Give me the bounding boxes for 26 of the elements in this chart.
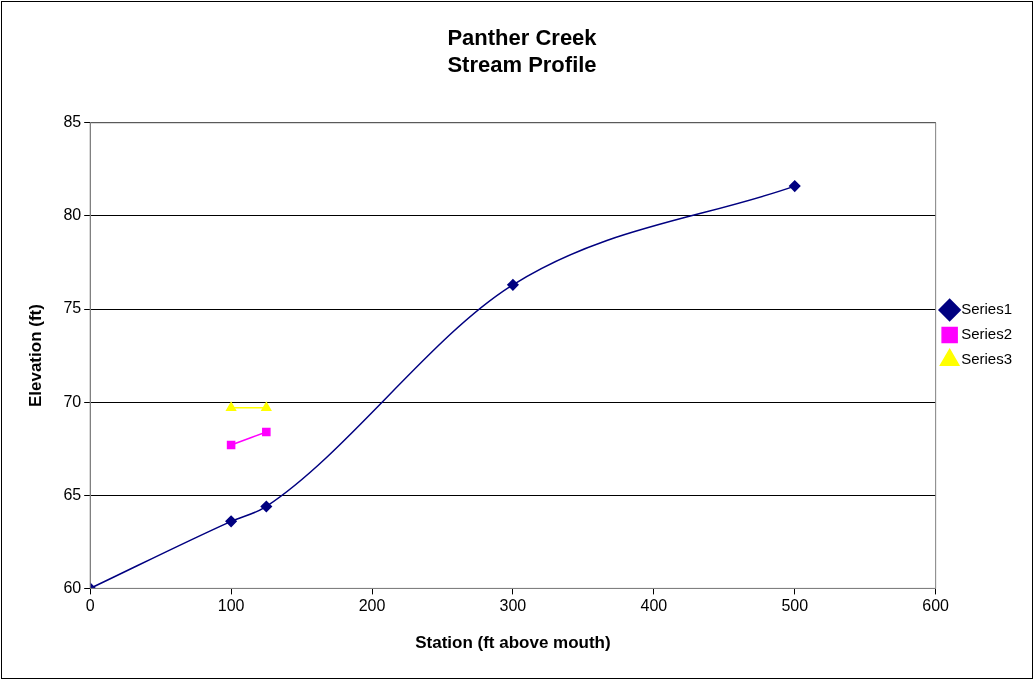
- y-tick-label: 75: [63, 299, 82, 317]
- x-axis-title: Station (ft above mouth): [415, 633, 611, 653]
- x-tick-label: 300: [499, 597, 527, 615]
- point: [226, 440, 236, 450]
- y-tick-label: 70: [63, 392, 82, 410]
- x-tick-label: 200: [358, 597, 386, 615]
- legend-label: Series2: [961, 325, 1012, 343]
- point: [260, 500, 273, 513]
- x-tick-label: 400: [640, 597, 668, 615]
- text: Panther Creek: [447, 25, 597, 51]
- legend-label: Series1: [961, 300, 1012, 318]
- x-tick-label: 500: [781, 597, 809, 615]
- point: [788, 180, 801, 192]
- y-tick-label: 65: [63, 485, 82, 503]
- legend-label: Series3: [961, 350, 1012, 368]
- point: [262, 427, 271, 437]
- y-tick-label: 85: [63, 113, 82, 131]
- y-axis-title: Elevation (ft): [25, 304, 45, 408]
- text: Stream Profile: [447, 51, 597, 77]
- point: [507, 279, 519, 291]
- y-tick-label: 80: [63, 206, 82, 224]
- x-tick-label: 100: [217, 597, 245, 615]
- point: [225, 515, 237, 528]
- x-tick-label: 600: [922, 597, 950, 615]
- x-tick-label: 0: [85, 597, 95, 615]
- y-tick-label: 60: [63, 578, 82, 596]
